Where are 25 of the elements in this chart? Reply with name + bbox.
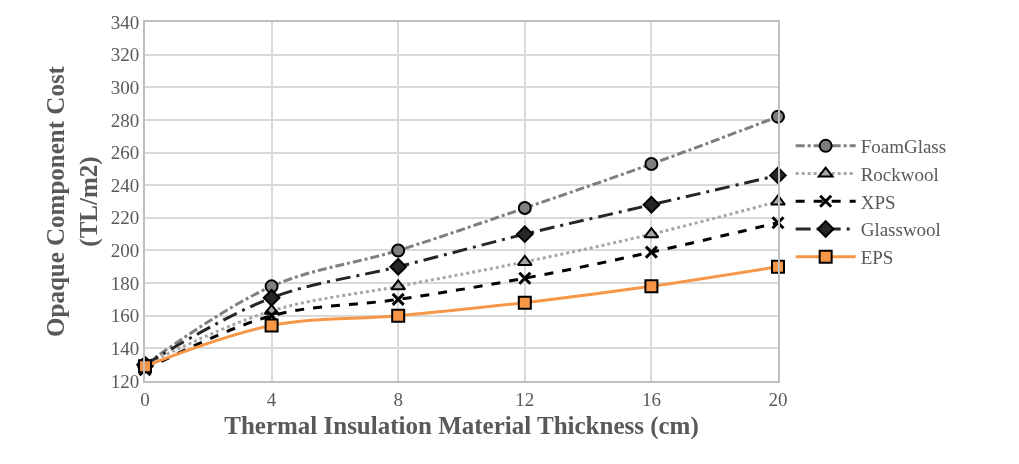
legend-label: FoamGlass: [860, 136, 947, 158]
x-axis-title: Thermal Insulation Material Thickness (cm): [224, 412, 699, 441]
y-tick-label: 180: [110, 272, 140, 294]
x-tick-label: 20: [768, 388, 788, 410]
legend-label: Rockwool: [860, 163, 939, 185]
y-tick-label: 340: [110, 11, 140, 33]
legend-label: EPS: [860, 247, 894, 269]
y-tick-label: 240: [110, 174, 140, 196]
y-tick-label: 280: [110, 109, 140, 131]
x-tick-label: 0: [140, 388, 150, 410]
x-tick-label: 16: [641, 388, 661, 410]
x-tick-label: 8: [393, 388, 403, 410]
y-tick-label: 160: [110, 305, 140, 327]
y-tick-label: 260: [110, 142, 140, 164]
y-tick-label: 140: [110, 338, 140, 360]
legend-label: Glasswool: [860, 219, 941, 241]
legend-label: XPS: [860, 191, 896, 213]
x-tick-label: 4: [266, 388, 277, 410]
y-tick-label: 220: [110, 207, 140, 229]
y-tick-label: 120: [110, 370, 140, 392]
y-tick-label: 200: [110, 240, 140, 262]
y-axis-title: Opaque Component Cost (TL/m2): [42, 65, 103, 337]
y-tick-label: 320: [110, 44, 140, 66]
x-tick-label: 12: [515, 388, 535, 410]
y-tick-label: 300: [110, 76, 140, 98]
